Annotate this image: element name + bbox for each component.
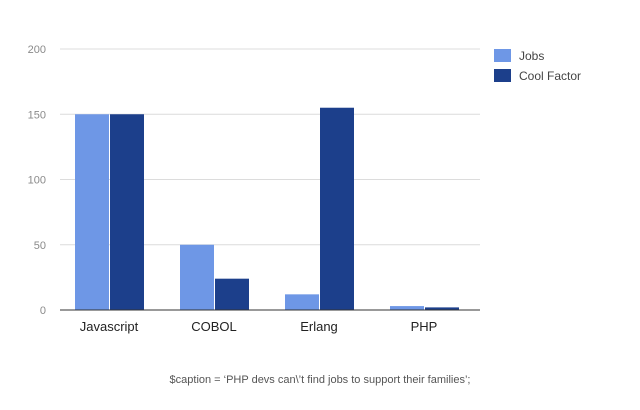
legend-swatch xyxy=(494,69,511,82)
bar-cool-factor-cobol xyxy=(215,278,249,310)
x-axis-labels: Javascript COBOL Erlang PHP xyxy=(80,319,438,334)
caption: $caption = ‘PHP devs can\’t find jobs to… xyxy=(169,374,471,386)
y-axis-ticks: 0 50 100 150 200 xyxy=(28,44,46,317)
bar-cool-factor-javascript xyxy=(110,114,144,310)
y-tick-label: 100 xyxy=(28,175,46,187)
x-category-label: Javascript xyxy=(80,319,139,334)
legend-label: Cool Factor xyxy=(519,69,581,83)
bar-jobs-erlang xyxy=(285,294,319,310)
bars xyxy=(75,107,459,310)
legend: Jobs Cool Factor xyxy=(494,49,581,83)
y-tick-label: 200 xyxy=(28,44,46,56)
y-tick-label: 50 xyxy=(34,240,46,252)
bar-jobs-cobol xyxy=(180,244,214,310)
bar-jobs-javascript xyxy=(75,114,109,310)
legend-label: Jobs xyxy=(519,49,544,63)
legend-swatch xyxy=(494,49,511,62)
y-tick-label: 150 xyxy=(28,109,46,121)
bar-jobs-php xyxy=(390,306,424,310)
y-tick-label: 0 xyxy=(40,305,46,317)
x-category-label: PHP xyxy=(411,319,438,334)
x-category-label: COBOL xyxy=(191,319,237,334)
bar-cool-factor-php xyxy=(425,307,459,310)
x-category-label: Erlang xyxy=(300,319,338,334)
bar-cool-factor-erlang xyxy=(320,107,354,310)
